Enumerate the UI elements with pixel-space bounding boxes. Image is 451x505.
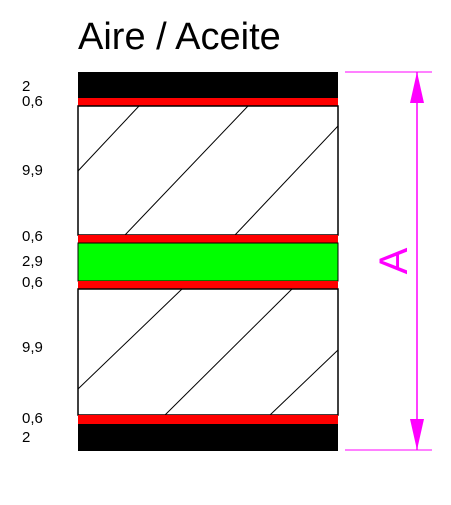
layer-thickness-label: 2,9 [22, 253, 43, 270]
upper-hatched-layer [77, 105, 339, 236]
red-layer [78, 281, 338, 289]
layer-thickness-label: 0,6 [22, 274, 43, 291]
layer-thickness-label: 9,9 [22, 162, 43, 179]
dimension-label: A [372, 247, 416, 274]
top-steel-layer [78, 72, 338, 98]
green-layer [77, 242, 339, 282]
layer-thickness-label: 0,6 [22, 228, 43, 245]
bottom-steel-layer [78, 424, 338, 451]
arrow-up-icon [410, 72, 424, 103]
layer-thickness-label: 2 [22, 78, 31, 95]
layer-thickness-label: 9,9 [22, 339, 43, 356]
lower-hatched-layer [77, 288, 339, 416]
layer-thickness-label: 0,6 [22, 410, 43, 427]
dimension-a: A [345, 71, 432, 451]
red-layer [78, 98, 338, 106]
diagram-title: Aire / Aceite [78, 16, 281, 58]
arrow-down-icon [410, 419, 424, 450]
red-layer [78, 415, 338, 424]
red-layer [78, 235, 338, 243]
layer-thickness-label: 2 [22, 429, 31, 446]
layer-thickness-label: 0,6 [22, 93, 43, 110]
